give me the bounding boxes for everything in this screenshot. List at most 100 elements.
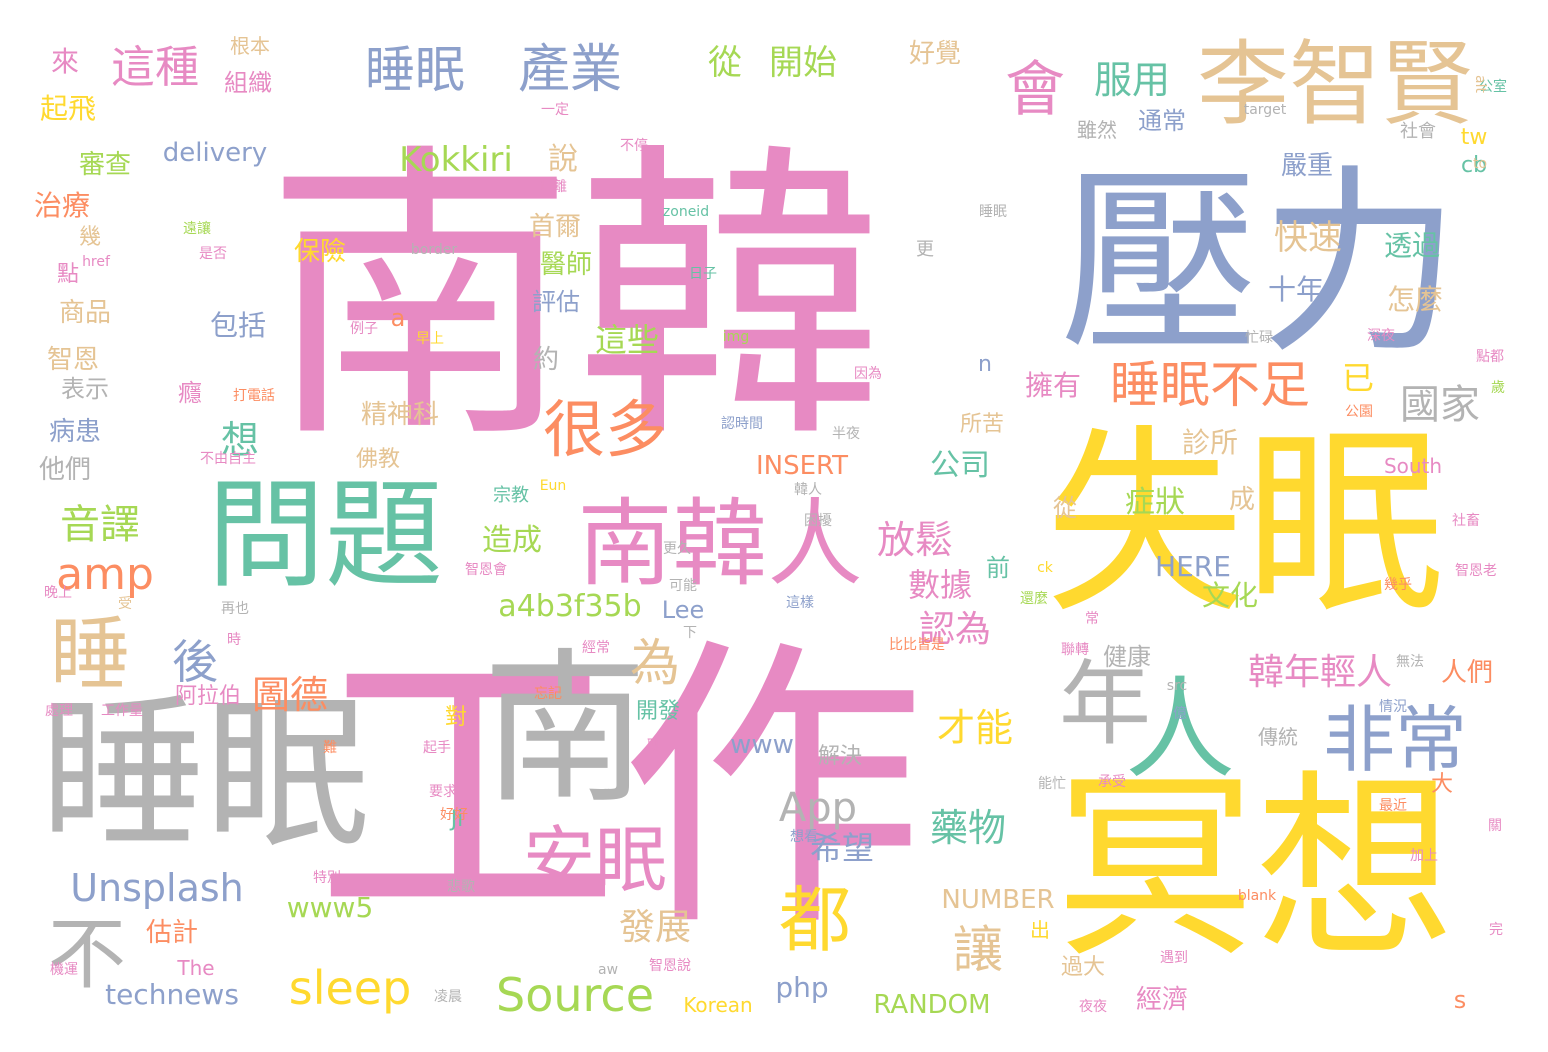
cloud-word: 失眠: [1044, 408, 1446, 641]
cloud-word: 讓: [953, 921, 1003, 979]
cloud-word: 遇到: [1160, 950, 1188, 966]
cloud-word: 打電話: [233, 388, 275, 404]
cloud-word: 機運: [50, 962, 78, 978]
cloud-word: www5: [286, 891, 374, 924]
cloud-word: 下: [683, 625, 697, 641]
cloud-word: 經濟: [1135, 985, 1189, 1015]
cloud-word: 放鬆: [876, 518, 954, 562]
cloud-word: 公園: [1345, 404, 1373, 420]
cloud-word: 會: [1005, 55, 1065, 125]
cloud-word: 過大: [1060, 955, 1106, 980]
cloud-word: 年: [1058, 651, 1152, 758]
cloud-word: 藥物: [929, 806, 1007, 850]
cloud-word: 點都: [1476, 349, 1504, 365]
cloud-word: NUMBER: [941, 885, 1055, 915]
cloud-word: 非常: [1322, 698, 1468, 782]
cloud-word: 日子: [689, 266, 717, 282]
cloud-word: 不: [47, 910, 127, 1000]
cloud-word: 成: [1228, 485, 1256, 515]
cloud-word: 能忙: [1038, 776, 1066, 792]
cloud-word: 人們: [1440, 658, 1494, 688]
cloud-word: 大: [1430, 772, 1454, 797]
cloud-word: 例子: [350, 321, 378, 337]
cloud-word: 產業: [517, 40, 623, 100]
cloud-word: 快速: [1274, 218, 1342, 258]
cloud-word: 保險: [293, 237, 347, 267]
cloud-word: sleep: [288, 961, 412, 1015]
cloud-word: 為: [630, 634, 680, 692]
cloud-word: 評估: [532, 288, 580, 316]
cloud-word: href: [82, 254, 110, 270]
cloud-word: 睡: [50, 608, 130, 701]
cloud-word: 好好: [440, 807, 468, 823]
cloud-word: 一定: [541, 102, 569, 118]
cloud-word: 都: [778, 878, 852, 962]
cloud-word: 他們: [38, 455, 92, 485]
cloud-word: 特別: [313, 870, 341, 886]
cloud-word: 無法: [1396, 654, 1424, 670]
cloud-word: 診所: [1181, 426, 1239, 459]
cloud-word: 根本: [230, 34, 270, 58]
cloud-word: 韓年輕人: [1247, 652, 1393, 693]
cloud-word: 病患: [48, 417, 102, 447]
cloud-word: 困擾: [804, 513, 832, 529]
cloud-word: aw: [597, 962, 619, 978]
cloud-word: src: [1166, 678, 1188, 694]
cloud-word: 睡眠: [979, 204, 1007, 220]
cloud-word: 雖然: [1077, 118, 1117, 142]
cloud-word: a4b3f35b: [498, 589, 642, 624]
cloud-word: 從: [708, 43, 742, 83]
cloud-word: 對: [444, 705, 468, 730]
cloud-word: 嚴重: [1280, 151, 1334, 181]
cloud-word: 距離: [539, 179, 567, 195]
cloud-word: 幾: [78, 225, 102, 250]
cloud-word: n: [978, 352, 992, 377]
cloud-word: 再也: [221, 601, 249, 617]
cloud-word: 晚上: [44, 585, 72, 601]
cloud-word: 癮: [178, 379, 202, 407]
cloud-word: 承受: [1098, 774, 1126, 790]
cloud-word: 圖德: [251, 673, 329, 717]
cloud-word: 智恩老: [1455, 563, 1497, 579]
cloud-word: 商品: [58, 298, 112, 328]
cloud-word: 工作量: [101, 703, 143, 719]
cloud-word: 智恩說: [649, 958, 691, 974]
cloud-word: 前: [986, 554, 1010, 582]
cloud-word: 文化: [1201, 579, 1259, 612]
cloud-word: 南韓: [265, 119, 885, 480]
cloud-word: 症狀: [1125, 485, 1185, 520]
cloud-word: 審查: [78, 150, 132, 180]
cloud-word: 表示: [61, 375, 109, 403]
cloud-word: 所苦: [959, 412, 1005, 437]
cloud-word: ck: [1037, 560, 1053, 576]
cloud-word: 是否: [199, 246, 227, 262]
cloud-word: 估計: [145, 918, 199, 948]
cloud-word: 宗教: [493, 485, 529, 506]
cloud-word: www: [730, 730, 794, 760]
cloud-word: 佛教: [355, 447, 401, 472]
cloud-word: 處理: [45, 703, 73, 719]
cloud-word: 還麼: [1020, 591, 1048, 607]
cloud-word: Unsplash: [70, 866, 244, 910]
cloud-word: 想看: [790, 829, 818, 845]
cloud-word: 忘記: [534, 686, 562, 702]
cloud-word: 造成: [482, 523, 542, 558]
cloud-word: 加上: [1410, 848, 1438, 864]
cloud-word: 通常: [1138, 107, 1186, 135]
cloud-word: Lee: [661, 596, 705, 624]
cloud-word: 好覺: [908, 39, 962, 69]
cloud-word: 怎麼: [1386, 283, 1444, 316]
cloud-word: 智恩: [46, 345, 100, 375]
cloud-word: 傳統: [1258, 725, 1298, 749]
cloud-word: 幾乎: [1384, 577, 1412, 593]
cloud-word: Ji: [450, 807, 464, 832]
cloud-word: blank: [1237, 888, 1277, 904]
cloud-word: 認為: [918, 609, 992, 650]
cloud-word: 凌晨: [434, 989, 462, 1005]
cloud-word: 才能: [936, 706, 1014, 750]
cloud-word: 南韓人: [577, 489, 863, 600]
cloud-word: 問題: [206, 466, 444, 604]
cloud-word: 可能: [669, 578, 697, 594]
cloud-word: 精神科: [360, 400, 440, 430]
cloud-word: 後: [172, 635, 218, 689]
